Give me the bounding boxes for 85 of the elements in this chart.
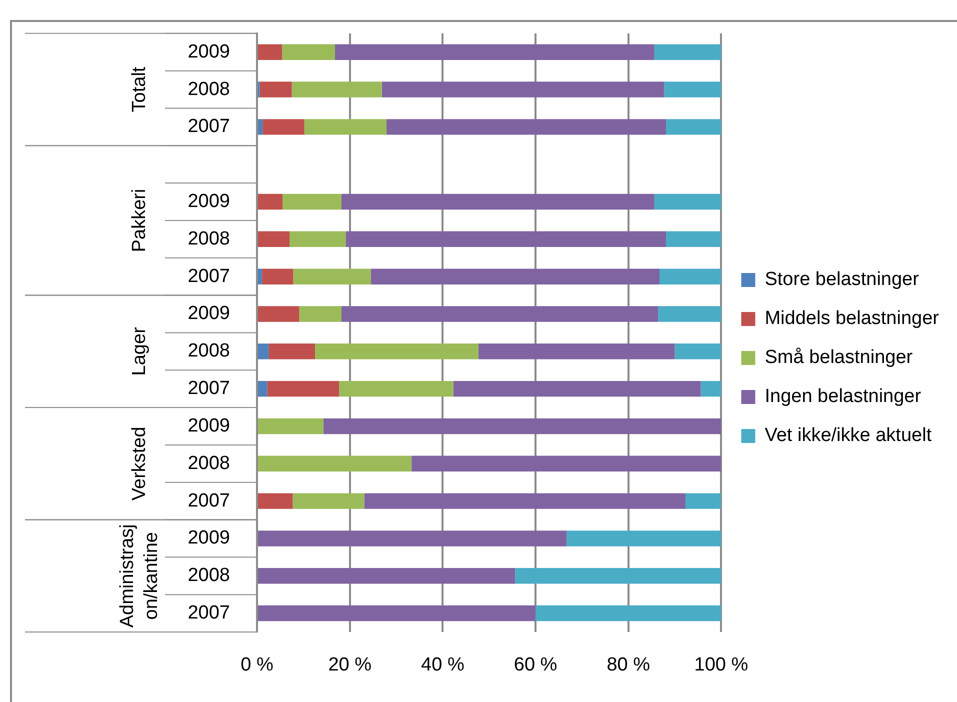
bar bbox=[515, 568, 722, 584]
y-tick-label: 2009 bbox=[188, 528, 230, 549]
bar bbox=[478, 344, 675, 360]
bar bbox=[685, 493, 721, 509]
bar bbox=[268, 344, 316, 360]
bar bbox=[258, 119, 263, 135]
bar bbox=[666, 119, 722, 135]
legend-label: Store belastninger bbox=[764, 269, 920, 290]
bar bbox=[258, 306, 300, 322]
y-tick-label: 2009 bbox=[188, 415, 230, 436]
y-tick-label: 2008 bbox=[188, 452, 230, 474]
y-tick-label: 2007 bbox=[188, 116, 230, 138]
bar bbox=[453, 380, 701, 397]
y-tick-label: 2008 bbox=[188, 340, 230, 362]
bar bbox=[566, 530, 722, 546]
bar bbox=[664, 82, 722, 98]
bar bbox=[282, 44, 335, 60]
y-tick-label: 2007 bbox=[188, 266, 230, 287]
bar bbox=[293, 268, 371, 284]
bar bbox=[334, 44, 654, 60]
bar bbox=[666, 231, 722, 248]
bar bbox=[339, 380, 454, 397]
bar bbox=[258, 44, 282, 60]
bar bbox=[674, 344, 722, 360]
bar bbox=[323, 418, 722, 434]
x-tick-label: 0 % bbox=[240, 654, 274, 676]
y-tick-label: 2007 bbox=[188, 602, 230, 624]
bar bbox=[258, 344, 269, 360]
text: Totalt bbox=[129, 66, 150, 112]
bar bbox=[292, 493, 364, 509]
x-tick-label: 20 % bbox=[328, 654, 372, 676]
bar bbox=[412, 456, 722, 472]
bar bbox=[292, 82, 382, 98]
bar bbox=[386, 119, 666, 135]
bar bbox=[654, 194, 722, 210]
bar bbox=[370, 268, 660, 284]
legend-label: Ingen belastninger bbox=[764, 386, 922, 408]
bar bbox=[262, 268, 294, 284]
y-tick-label: 2007 bbox=[188, 378, 230, 400]
bar bbox=[315, 344, 478, 360]
bar bbox=[258, 493, 293, 509]
x-tick-label: 100 % bbox=[694, 654, 748, 676]
bar bbox=[658, 306, 722, 322]
bar bbox=[654, 44, 722, 60]
bar bbox=[364, 493, 686, 509]
legend-label: Små belastninger bbox=[764, 347, 914, 368]
bar bbox=[299, 306, 342, 322]
bar bbox=[304, 119, 387, 135]
bar bbox=[659, 268, 722, 284]
legend-label: Middels belastninger bbox=[764, 308, 940, 330]
y-tick-label: 2008 bbox=[188, 228, 230, 250]
bar bbox=[289, 231, 346, 248]
y-tick-label: 2009 bbox=[188, 41, 230, 62]
text: Administrasjon/kantine bbox=[117, 524, 162, 628]
legend-label: Vet ikke/ikke aktuelt bbox=[764, 425, 932, 446]
bar bbox=[258, 456, 412, 472]
x-tick-label: 80 % bbox=[606, 654, 650, 676]
y-tick-label: 2009 bbox=[188, 303, 230, 324]
x-tick-label: 60 % bbox=[514, 654, 558, 676]
bar bbox=[536, 605, 722, 622]
bar bbox=[282, 194, 342, 210]
y-tick-label: 2007 bbox=[188, 490, 230, 512]
bar bbox=[258, 568, 516, 584]
bar bbox=[258, 530, 567, 546]
bar bbox=[341, 306, 658, 322]
bar bbox=[258, 418, 324, 434]
text: Lager bbox=[129, 326, 150, 376]
bar bbox=[258, 605, 536, 622]
bar bbox=[267, 380, 340, 397]
y-tick-label: 2008 bbox=[188, 565, 230, 586]
bar bbox=[700, 380, 722, 397]
y-tick-label: 2008 bbox=[188, 78, 230, 100]
bar bbox=[260, 82, 292, 98]
y-tick-label: 2009 bbox=[188, 190, 230, 212]
bar bbox=[258, 194, 283, 210]
bar bbox=[258, 268, 262, 284]
bar bbox=[346, 231, 666, 248]
bar bbox=[341, 194, 654, 210]
bar bbox=[382, 82, 664, 98]
bar bbox=[262, 119, 304, 135]
text: Pakkeri bbox=[129, 188, 150, 252]
x-tick-label: 40 % bbox=[421, 654, 464, 676]
bar bbox=[258, 231, 290, 248]
bar bbox=[258, 380, 268, 397]
text: Verksted bbox=[129, 426, 150, 501]
